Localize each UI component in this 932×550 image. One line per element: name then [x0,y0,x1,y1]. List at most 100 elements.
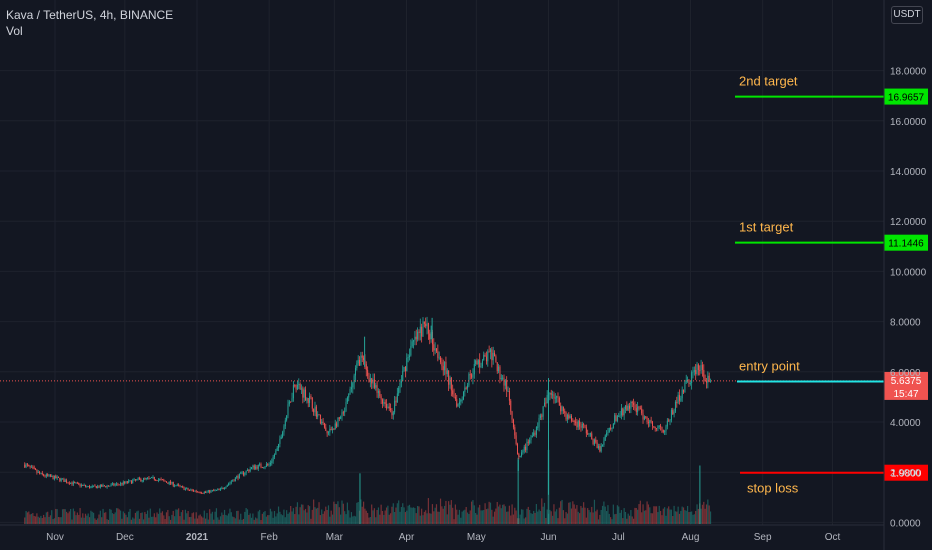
stop-loss-label[interactable]: stop loss [747,481,799,496]
volume-bar [245,508,247,524]
candle-body [59,477,61,481]
volume-bar [159,508,161,524]
x-tick-label: Aug [682,532,700,543]
candle-body [388,406,390,409]
volume-bar [344,511,346,524]
candle-body [498,366,500,372]
volume-bar [210,513,212,524]
candle-body [669,419,671,422]
candle-body [380,396,382,400]
candle-body [288,401,290,405]
trade-levels[interactable]: 2nd target 16.9657 1st target 11.1446 entry … [735,74,928,496]
candle-body [400,380,402,383]
volume-bar [43,514,45,524]
volume-bar [616,505,618,524]
candle-body [556,396,558,398]
1st-target-label[interactable]: 1st target [739,220,794,235]
volume-bar [349,517,351,524]
volume-bar [619,512,621,524]
volume-bar [400,507,402,524]
candle-body [64,480,66,482]
volume-bar [421,508,423,524]
candle-body [484,354,486,357]
candle-body [62,478,64,480]
candle-body [332,429,334,431]
candle-body [479,360,481,368]
volume-bar [431,504,434,524]
candle-body [453,394,455,397]
candle-body [585,427,587,434]
candle-body [101,484,103,487]
volume-bar [321,509,323,524]
candle-body [399,382,401,388]
candle-body [161,479,163,481]
candle-body [191,489,193,491]
candle-body [300,388,302,390]
x-tick-label: Dec [116,532,134,543]
candle-body [203,491,205,494]
candle-body [633,403,635,405]
candle-body [518,453,520,457]
candle-body [57,476,59,478]
volume-bar [639,500,641,524]
candle-body [192,490,194,492]
candle-body [33,467,35,469]
candle-body [51,475,53,477]
candle-body [533,432,535,437]
volume-bar [519,514,521,524]
volume-indicator-label[interactable]: Vol [6,24,23,38]
2nd-target-label[interactable]: 2nd target [739,74,798,89]
volume-bar [275,516,277,524]
volume-bar [151,516,153,524]
candle-body [414,336,416,341]
volume-bar [63,509,65,524]
volume-bar [94,518,96,524]
candle-body [573,420,575,422]
volume-bar [362,501,365,524]
volume-bar [25,510,27,524]
volume-bar [458,509,461,524]
candle-body [672,409,674,415]
candle-body [167,482,169,484]
symbol-title[interactable]: Kava / TetherUS, 4h, BINANCE [6,8,174,22]
candle-body [638,406,640,409]
price-axis[interactable]: 18.0000 16.0000 14.0000 12.0000 10.0000 8.000… [883,0,927,550]
volume-bar [60,517,62,524]
y-tick-label: 16.0000 [890,117,927,128]
volume-bar [677,506,679,524]
candle-body [323,423,325,428]
volume-bar [371,504,373,524]
candle-body [635,408,637,413]
candle-body [232,480,234,482]
candle-body [264,466,266,468]
candlesticks[interactable] [24,316,712,495]
volume-bar [665,515,667,524]
volume-bar [102,508,104,524]
volume-bar [152,516,154,524]
volume-bar [249,513,251,524]
candle-body [307,398,309,403]
candle-body [398,387,400,394]
entry-point-label[interactable]: entry point [739,359,800,374]
y-tick-label: 10.0000 [890,267,927,278]
volume-bar [319,515,321,524]
candle-body [386,403,388,409]
volume-bar [106,519,108,524]
volume-bar [600,509,602,524]
volume-bar [144,512,146,524]
time-axis[interactable]: Nov Dec 2021 Feb Mar Apr May Jun Jul Aug Sep Oct [0,524,884,543]
candle-body [172,481,174,486]
volume-bar [612,504,614,524]
currency-button[interactable]: USDT [891,6,923,24]
candle-body [700,364,702,371]
candle-body [153,476,155,480]
volume-bar [607,505,609,524]
volume-bar [229,508,231,524]
volume-bar [354,516,357,524]
candle-body [359,359,361,366]
volume-bar [556,509,558,524]
volume-bar [161,511,164,524]
candle-body [462,391,464,400]
candle-body [145,477,147,479]
